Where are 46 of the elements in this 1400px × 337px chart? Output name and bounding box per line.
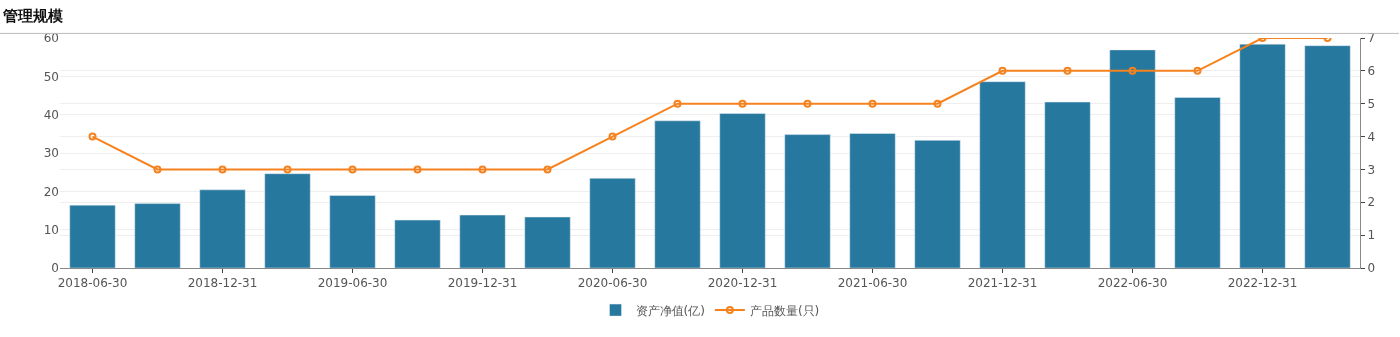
- legend-label: 产品数量(只): [749, 303, 820, 318]
- point: [803, 99, 812, 108]
- point: [1063, 66, 1072, 75]
- y-tick-label: 40: [43, 107, 59, 122]
- x-tick-label: 2020-06-30: [577, 276, 648, 291]
- point: [218, 165, 227, 174]
- x-tick-label: 2018-06-30: [57, 276, 128, 291]
- y2-tick-label: 2: [1367, 195, 1376, 210]
- point: [1128, 66, 1137, 75]
- y2-tick-label: 1: [1367, 228, 1376, 243]
- legend-label: 资产净值(亿): [635, 303, 705, 318]
- y-tick-label: 30: [43, 146, 59, 161]
- x-tick-label: 2022-06-30: [1097, 276, 1168, 291]
- chart-title: 管理规模: [1, 6, 64, 25]
- x-tick-label: 2022-12-31: [1227, 276, 1298, 291]
- y-tick-label: 50: [43, 69, 59, 84]
- y-tick-label: 60: [43, 31, 59, 46]
- x-tick-label: 2021-06-30: [837, 276, 908, 291]
- point: [478, 165, 487, 174]
- x-tick-label: 2018-12-31: [187, 276, 258, 291]
- y2-tick-label: 6: [1367, 64, 1376, 79]
- point: [933, 99, 942, 108]
- y2-tick-label: 3: [1367, 162, 1376, 177]
- y2-tick-label: 4: [1367, 129, 1376, 144]
- point: [738, 99, 747, 108]
- point: [543, 165, 552, 174]
- y-tick-label: 10: [43, 222, 59, 237]
- point: [413, 165, 422, 174]
- y-tick-label: 0: [51, 261, 59, 276]
- point: [673, 99, 682, 108]
- y2-tick-label: 5: [1367, 96, 1376, 111]
- point: [283, 165, 292, 174]
- x-tick-label: 2019-06-30: [317, 276, 388, 291]
- point: [998, 66, 1007, 75]
- y2-tick-label: 7: [1367, 31, 1376, 46]
- point: [608, 132, 617, 141]
- y2-tick-label: 0: [1367, 261, 1376, 276]
- point: [868, 99, 877, 108]
- x-tick-label: 2020-12-31: [707, 276, 778, 291]
- point: [1193, 66, 1202, 75]
- y-tick-label: 20: [43, 184, 59, 199]
- x-tick-label: 2021-12-31: [967, 276, 1038, 291]
- x-tick-label: 2019-12-31: [447, 276, 518, 291]
- point: [153, 165, 162, 174]
- point: [88, 132, 97, 141]
- point: [348, 165, 357, 174]
